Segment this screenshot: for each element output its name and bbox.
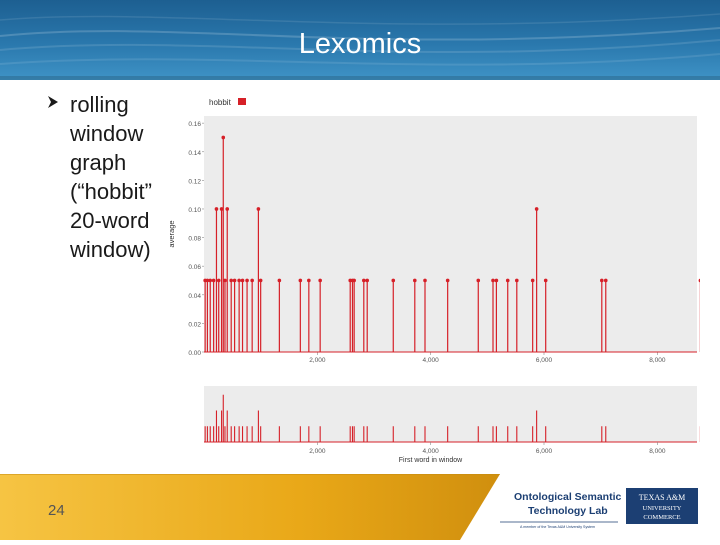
- data-point: [216, 278, 221, 283]
- y-tick-label: 0.16: [188, 121, 201, 128]
- x-axis-label: First word in window: [399, 457, 463, 464]
- navigator-x-tick-label: 8,000: [649, 448, 666, 455]
- y-tick-label: 0.12: [188, 178, 201, 185]
- data-point: [307, 278, 311, 283]
- data-point: [543, 278, 548, 283]
- legend-label: hobbit: [209, 98, 232, 107]
- data-point: [258, 278, 263, 283]
- navigator-x-tick-label: 4,000: [423, 448, 440, 455]
- y-tick-label: 0.14: [188, 150, 201, 157]
- data-point: [245, 278, 249, 283]
- x-tick-label: 6,000: [536, 357, 553, 364]
- data-point: [600, 278, 604, 283]
- y-tick-label: 0.00: [188, 350, 201, 357]
- y-axis-label: average: [167, 220, 176, 247]
- data-point: [232, 278, 237, 283]
- navigator-x-tick-label: 2,000: [309, 448, 326, 455]
- data-point: [225, 207, 230, 211]
- tamu-line3: COMMERCE: [643, 514, 680, 521]
- data-point: [221, 135, 226, 140]
- lab-name-line1: Ontological Semantic: [514, 491, 622, 503]
- data-point: [445, 278, 450, 283]
- rolling-window-chart: hobbit 0.16 0.14 0.12 0.10 0.08 0.06 0.04 0.02 0.…: [160, 88, 700, 478]
- bullet-line: (“hobbit”: [70, 179, 152, 204]
- data-point: [277, 278, 282, 283]
- data-point: [237, 278, 241, 283]
- bullet-text: rolling window graph (“hobbit” 20-word w…: [70, 90, 180, 264]
- chart-svg: hobbit 0.16 0.14 0.12 0.10 0.08 0.06 0.04 0.02 0.…: [167, 98, 700, 464]
- navigator-x-tick-label: 6,000: [536, 448, 553, 455]
- lab-subtitle: A member of the Texas A&M University Sys…: [520, 525, 595, 529]
- legend-swatch: [238, 98, 246, 105]
- data-point: [205, 278, 210, 283]
- lab-name-line2: Technology Lab: [528, 505, 608, 517]
- data-point: [515, 278, 519, 283]
- bullet-line: rolling: [70, 92, 129, 117]
- slide-title: Lexomics: [298, 28, 422, 60]
- data-point: [214, 207, 219, 211]
- data-point: [365, 278, 369, 283]
- data-point: [534, 207, 539, 211]
- data-point: [211, 278, 216, 283]
- bullet-line: graph: [70, 150, 127, 175]
- data-point: [413, 278, 417, 283]
- data-point: [530, 278, 535, 283]
- data-point: [603, 278, 608, 283]
- data-point: [240, 278, 245, 283]
- x-tick-label: 8,000: [649, 357, 666, 364]
- tamu-line1: TEXAS A&M: [639, 493, 685, 502]
- slide-header: Lexomics: [0, 0, 720, 80]
- arrow-bullet-icon: [46, 90, 64, 119]
- data-point: [223, 278, 227, 283]
- navigator-background: [204, 386, 697, 442]
- data-point: [318, 278, 322, 283]
- data-point: [219, 207, 224, 211]
- y-tick-label: 0.02: [188, 321, 201, 328]
- logo-area: Ontological Semantic Technology Lab A me…: [500, 478, 720, 540]
- y-tick-label: 0.10: [188, 207, 201, 214]
- tamu-line2: UNIVERSITY: [643, 505, 682, 512]
- header-swoosh-graphic: [0, 13, 720, 80]
- x-tick-label: 2,000: [309, 357, 326, 364]
- lab-logo: Ontological Semantic Technology Lab A me…: [500, 488, 698, 529]
- data-point: [256, 207, 261, 211]
- y-tick-label: 0.08: [188, 236, 201, 243]
- y-tick-label: 0.06: [188, 264, 201, 271]
- data-point: [505, 278, 510, 283]
- data-point: [208, 278, 213, 283]
- data-point: [423, 278, 427, 283]
- data-point: [391, 278, 396, 283]
- footer-gradient-graphic: [0, 473, 500, 540]
- x-tick-label: 4,000: [423, 357, 440, 364]
- tamu-logo-badge: [626, 488, 698, 524]
- y-tick-label: 0.04: [188, 293, 201, 300]
- data-point: [352, 278, 356, 283]
- data-point: [250, 278, 254, 283]
- data-point: [494, 278, 499, 283]
- bullet-line: window: [70, 121, 144, 146]
- slide-footer: [0, 473, 720, 540]
- plot-background: [204, 116, 697, 352]
- data-point: [476, 278, 481, 283]
- bullet-line: 20-word: [70, 208, 150, 233]
- bullet-line: window): [70, 237, 151, 262]
- page-number: 24: [48, 502, 65, 519]
- data-point: [362, 278, 366, 283]
- data-point: [229, 278, 233, 283]
- data-point: [298, 278, 303, 283]
- data-point: [491, 278, 495, 283]
- data-point: [698, 278, 700, 283]
